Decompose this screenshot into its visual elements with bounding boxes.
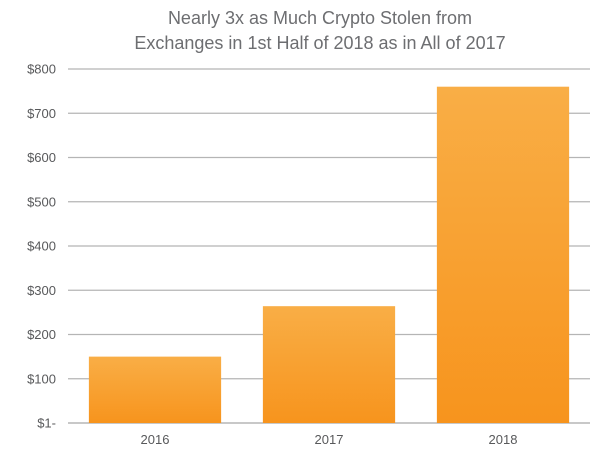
- chart-title: Nearly 3x as Much Crypto Stolen from Exc…: [100, 6, 540, 56]
- bar-2016: [88, 356, 222, 423]
- x-tick-label: 2016: [141, 432, 170, 447]
- bar-2017: [262, 306, 396, 423]
- y-axis-ticks: $1- $100 $200 $300 $400 $500 $600 $700 $800: [27, 62, 56, 431]
- x-tick-label: 2018: [489, 432, 518, 447]
- bar-2018: [436, 86, 570, 423]
- y-tick-label: $600: [27, 150, 56, 165]
- chart-title-line-1: Nearly 3x as Much Crypto Stolen from: [167, 8, 473, 28]
- y-tick-label: $1-: [37, 416, 56, 431]
- y-tick-label: $200: [27, 327, 56, 342]
- y-tick-label: $400: [27, 239, 56, 254]
- y-tick-label: $100: [27, 371, 56, 386]
- x-axis-ticks: 2016 2017 2018: [141, 432, 518, 447]
- bars: [88, 86, 570, 423]
- x-tick-label: 2017: [315, 432, 344, 447]
- y-tick-label: $700: [27, 106, 56, 121]
- chart-title-line-2: Exchanges in 1st Half of 2018 as in All …: [134, 33, 506, 53]
- y-tick-label: $500: [27, 194, 56, 209]
- y-tick-label: $800: [27, 62, 56, 77]
- y-tick-label: $300: [27, 283, 56, 298]
